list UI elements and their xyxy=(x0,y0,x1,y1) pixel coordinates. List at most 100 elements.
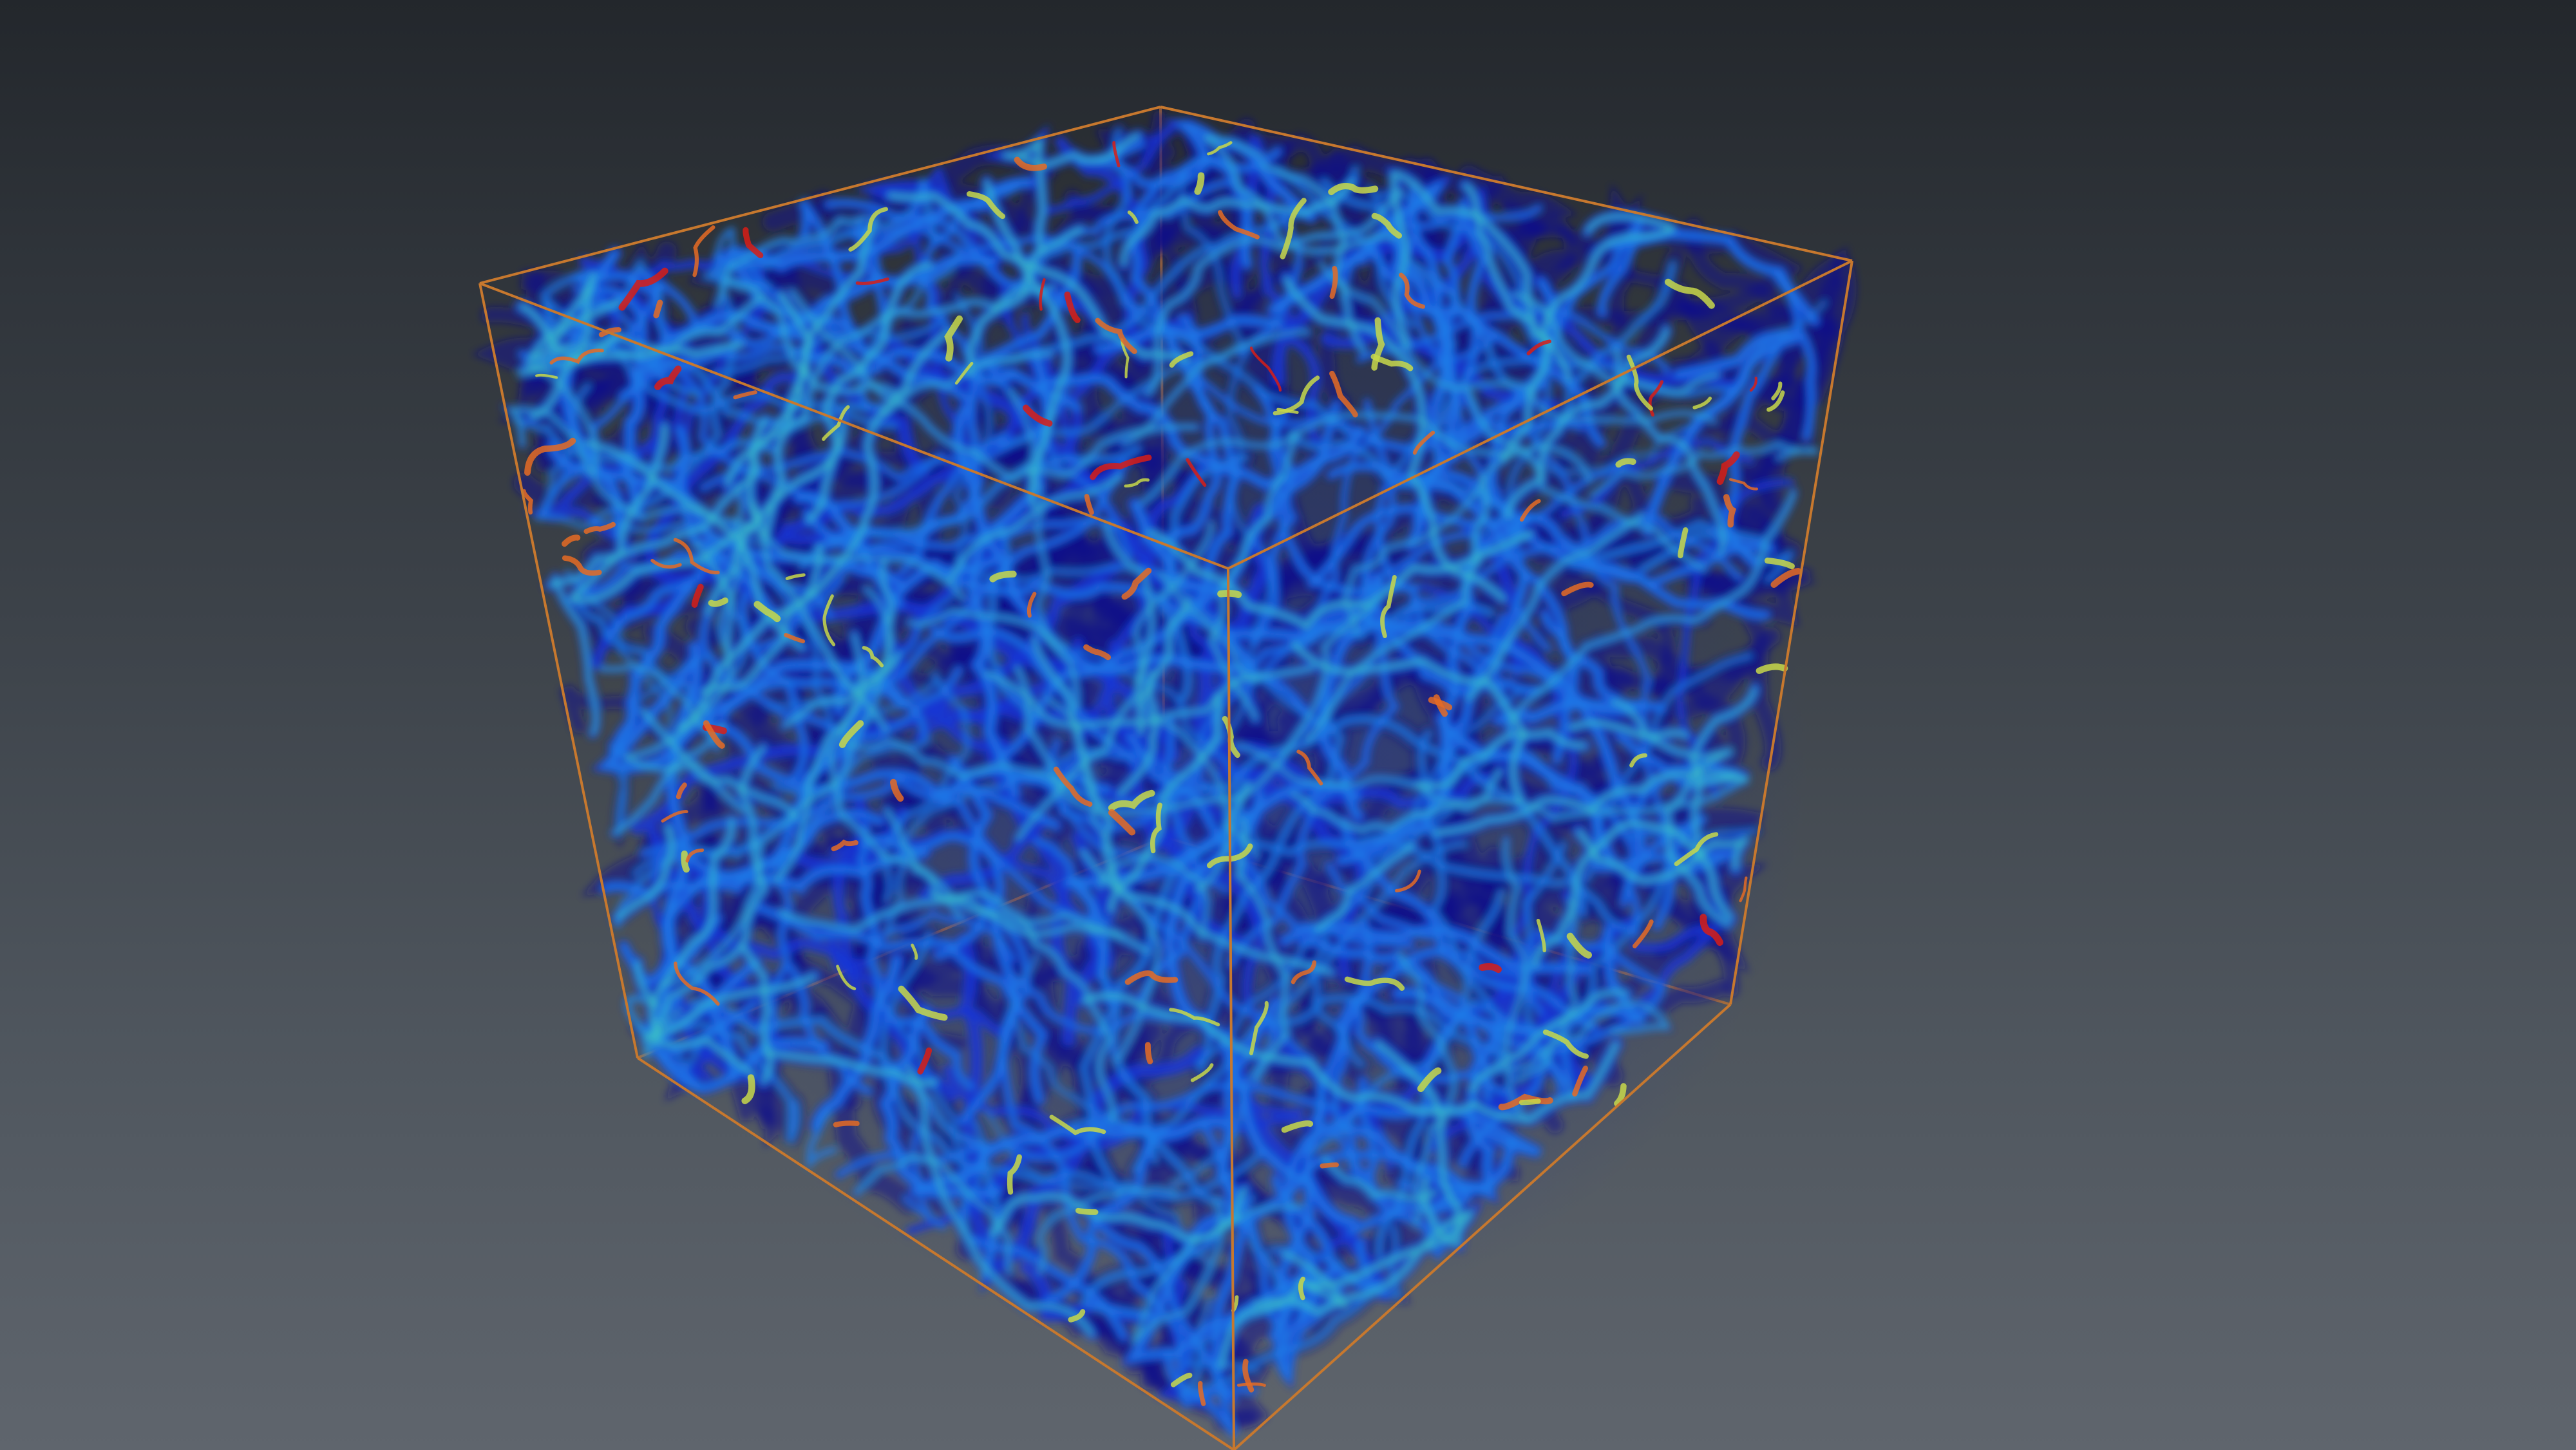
vessel-hotspot-82 xyxy=(673,538,720,575)
vessel-strand-647 xyxy=(1240,744,1497,856)
vessel-hotspot-119 xyxy=(1615,458,1636,468)
vessel-hotspot-137 xyxy=(1064,291,1081,323)
vessel-strand-517 xyxy=(956,933,1026,1214)
vessel-strand-803 xyxy=(1000,133,1141,250)
vessel-strand-802 xyxy=(1504,1003,1669,1071)
vessel-strand-614 xyxy=(1624,828,1758,842)
vessel-strand-690 xyxy=(954,405,1250,674)
vessel-strand-644 xyxy=(1418,730,1505,1075)
vessel-strand-841 xyxy=(716,216,868,308)
vessel-strand-811 xyxy=(612,722,725,835)
vessel-strand-588 xyxy=(984,1109,1213,1265)
vessel-hotspot-136 xyxy=(1542,1029,1589,1059)
vessel-strand-713 xyxy=(1492,614,1639,937)
vessel-hotspot-45 xyxy=(691,583,704,608)
vessel-strand-843 xyxy=(929,890,1115,1122)
vessel-hotspot-9 xyxy=(1692,397,1712,410)
vessel-hotspot-0 xyxy=(1007,1154,1022,1195)
vessel-strand-655 xyxy=(1607,231,1818,324)
vessel-hotspot-6 xyxy=(661,810,688,823)
vessel-hotspot-73 xyxy=(618,267,668,311)
vessel-strand-835 xyxy=(1122,179,1356,266)
vessel-strand-850 xyxy=(806,263,933,523)
vessel-hotspot-55 xyxy=(1169,1008,1220,1026)
vessel-hotspot-74 xyxy=(1281,1120,1314,1133)
vessel-strand-887 xyxy=(783,651,900,727)
vessel-strand-904 xyxy=(1305,475,1488,742)
vessel-strand-903 xyxy=(726,292,812,487)
vessel-strand-901 xyxy=(1374,1041,1461,1247)
vessel-strand-717 xyxy=(1131,500,1235,592)
vessel-hotspot-44 xyxy=(674,961,720,1006)
vessel-hotspot-121 xyxy=(741,1074,755,1104)
vessel-strand-736 xyxy=(663,643,737,1080)
vessel-strand-868 xyxy=(623,541,747,813)
vessel-hotspot-89 xyxy=(954,362,974,385)
vessel-strand-560 xyxy=(631,561,1122,835)
vessel-strand-658 xyxy=(1228,400,1398,967)
vessel-hotspot-76 xyxy=(1124,478,1150,488)
vessel-strand-687 xyxy=(740,590,807,784)
vessel-strand-210 xyxy=(739,824,1046,1017)
vessel-hotspot-71 xyxy=(1770,567,1802,588)
vessel-strand-740 xyxy=(676,426,781,622)
vessel-strand-757 xyxy=(1622,815,1707,929)
vessel-strand-653 xyxy=(622,312,804,518)
vessel-strand-788 xyxy=(1269,410,1419,594)
vessel-strand-183 xyxy=(1529,218,1842,354)
vessel-hotspot-8 xyxy=(848,207,888,252)
vessel-hotspot-16 xyxy=(1249,346,1282,392)
vessel-hotspot-20 xyxy=(1298,1276,1305,1301)
vessel-hotspot-88 xyxy=(743,227,764,259)
vessel-hotspot-123 xyxy=(785,573,806,581)
vessel-strand-727 xyxy=(1033,838,1112,1004)
vessel-strand-872 xyxy=(1466,513,1645,701)
vessel-hotspot-133 xyxy=(1124,970,1179,985)
vessel-hotspot-63 xyxy=(1249,1001,1269,1055)
vessel-hotspot-109 xyxy=(583,522,616,534)
vessel-strand-806 xyxy=(1506,328,1669,520)
vessel-hotspot-87 xyxy=(1120,338,1130,379)
vessel-strand-834 xyxy=(1218,1210,1474,1370)
vessel-strand-893 xyxy=(1615,348,1725,555)
vessel-hotspot-49 xyxy=(1632,919,1654,948)
vessel-hotspot-97 xyxy=(1433,694,1448,717)
vessel-strand-796 xyxy=(1126,1213,1338,1362)
vessel-strand-691 xyxy=(1064,782,1361,887)
vessel-hotspot-66 xyxy=(1519,498,1541,522)
vessel-strand-543 xyxy=(592,379,1050,670)
vessel-strand-627 xyxy=(1180,158,1272,746)
vessel-hotspot-60 xyxy=(1329,266,1338,299)
vessel-strand-557 xyxy=(1676,478,1795,801)
vessel-strand-878 xyxy=(845,739,1078,798)
vessel-strand-821 xyxy=(1392,171,1571,382)
vessel-hotspot-31 xyxy=(1108,809,1136,836)
vessel-hotspot-57 xyxy=(1276,408,1299,414)
vessel-hotspot-129 xyxy=(650,558,682,569)
vessel-strand-596 xyxy=(688,999,1002,1280)
vessel-strand-864 xyxy=(1416,730,1587,788)
vessel-strand-629 xyxy=(659,1019,800,1144)
vessel-hotspot-111 xyxy=(1614,1083,1627,1107)
vessel-strand-650 xyxy=(1104,127,1354,438)
vessel-strand-860 xyxy=(1235,745,1747,820)
vessel-strand-712 xyxy=(1173,122,1315,268)
vessel-strand-824 xyxy=(1463,184,1553,343)
vessel-strand-580 xyxy=(649,356,883,434)
vessel-hotspot-131 xyxy=(1090,455,1152,480)
vessel-strand-630 xyxy=(1308,921,1365,1067)
vessel-strand-645 xyxy=(1069,1118,1311,1312)
box-edge-bottom-right xyxy=(1233,1003,1732,1450)
vessel-hotspot-101 xyxy=(703,720,725,749)
vessel-strand-81 xyxy=(1675,282,1777,513)
vessel-strand-798 xyxy=(1359,1078,1435,1241)
vessel-hotspot-103 xyxy=(911,943,918,960)
vessel-strand-831 xyxy=(1291,641,1527,804)
box-edge-top-left xyxy=(479,106,1161,285)
vessel-strand-555 xyxy=(672,246,766,480)
vessel-strand-849 xyxy=(507,408,591,475)
vessel-strand-646 xyxy=(955,557,1328,730)
vessel-strand-900 xyxy=(1202,137,1396,252)
